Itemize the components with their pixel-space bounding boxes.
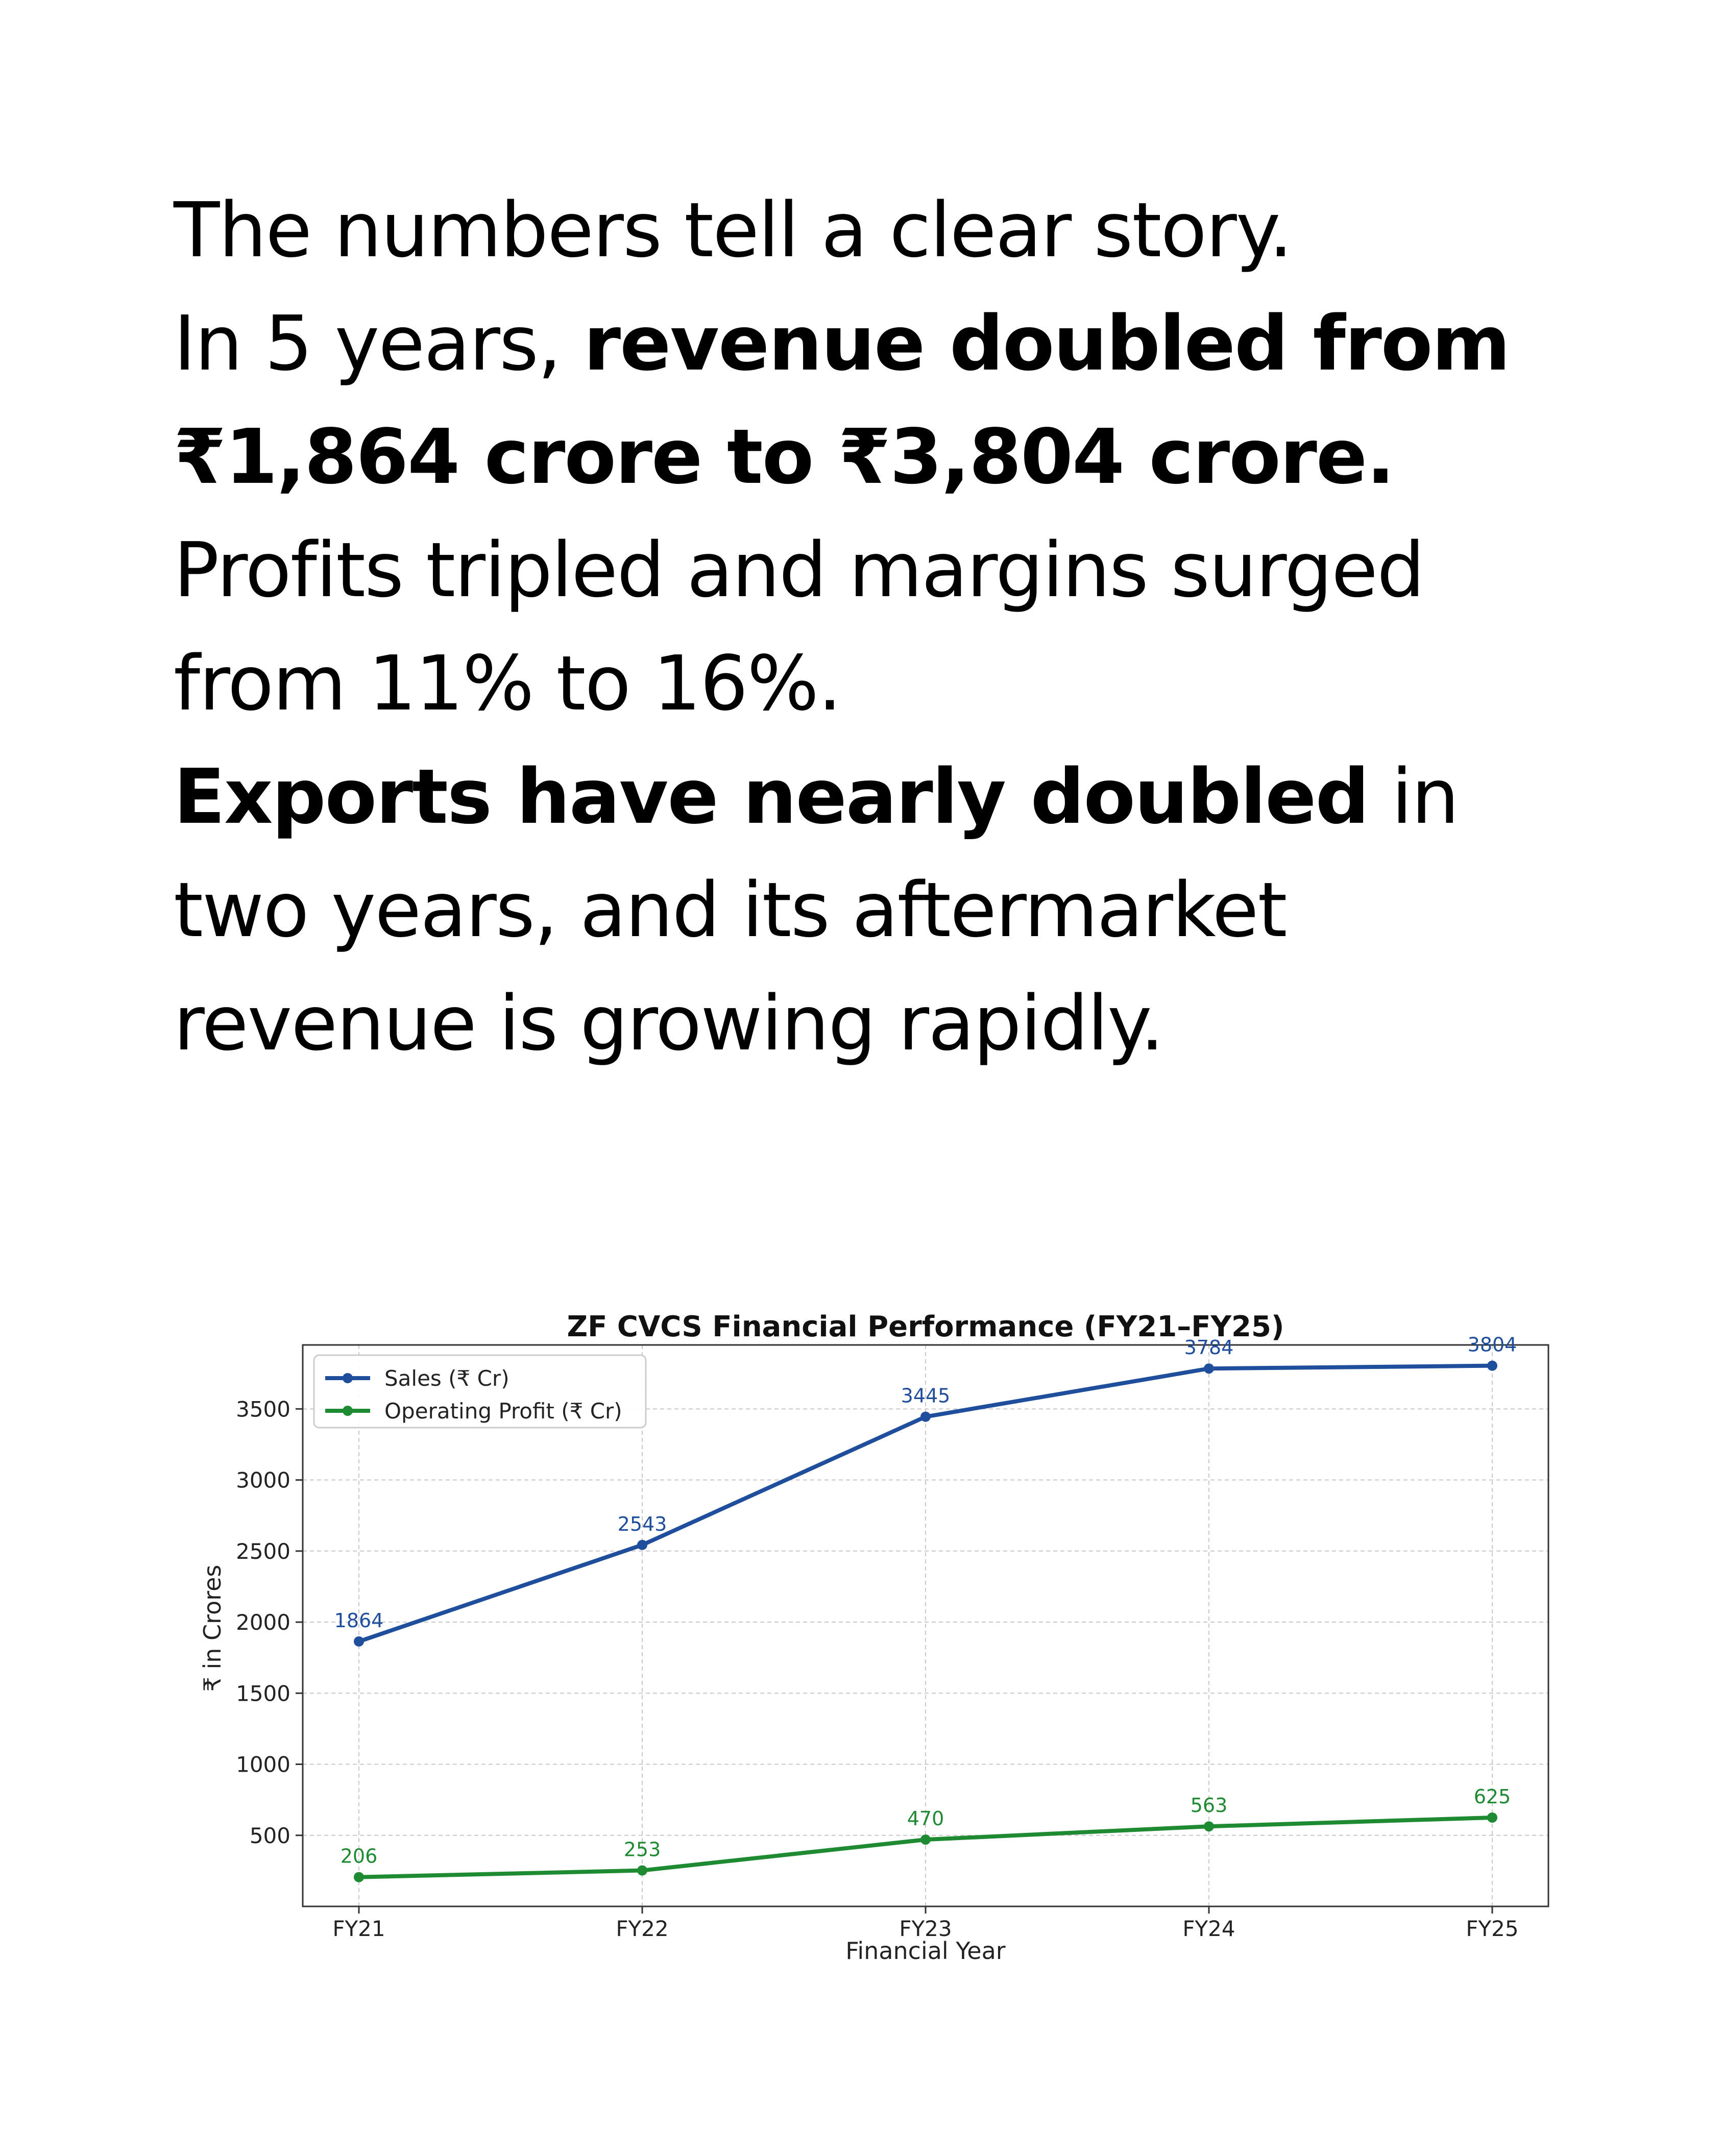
x-axis-label: Financial Year — [845, 1937, 1006, 1965]
narrative-text: The numbers tell a clear story. In 5 yea… — [174, 174, 1552, 1080]
legend-swatch-marker — [343, 1373, 353, 1383]
narrative-line-6-text: in — [1368, 753, 1459, 841]
narrative-line-2-text: In 5 years, — [174, 300, 584, 387]
legend-swatch-marker — [343, 1406, 353, 1416]
legend-entry: Sales (₹ Cr) — [384, 1366, 509, 1391]
data-label: 3784 — [1184, 1336, 1234, 1359]
legend-entry: Operating Profit (₹ Cr) — [384, 1399, 622, 1424]
y-tick-label: 2500 — [236, 1539, 290, 1564]
data-label: 253 — [624, 1839, 661, 1861]
narrative-line-1: The numbers tell a clear story. — [174, 174, 1552, 287]
data-label: 3445 — [901, 1385, 951, 1407]
data-point — [1204, 1821, 1214, 1832]
narrative-line-4: Profits tripled and margins surged — [174, 513, 1552, 627]
y-tick-label: 500 — [250, 1823, 290, 1848]
y-axis-label: ₹ in Crores — [199, 1565, 226, 1692]
narrative-line-5: from 11% to 16%. — [174, 627, 1552, 740]
data-label: 470 — [907, 1807, 944, 1830]
data-label: 2543 — [618, 1513, 667, 1535]
y-tick-label: 1500 — [236, 1681, 290, 1706]
data-label: 1864 — [334, 1609, 384, 1632]
y-tick-label: 3000 — [236, 1468, 290, 1493]
data-point — [637, 1865, 647, 1876]
x-tick-label: FY23 — [899, 1916, 952, 1941]
series-line — [358, 1815, 1493, 1879]
data-point — [354, 1636, 364, 1647]
data-label: 206 — [341, 1845, 378, 1868]
x-tick-label: FY24 — [1182, 1916, 1235, 1941]
narrative-line-6: Exports have nearly doubled in — [174, 740, 1552, 853]
data-label: 625 — [1474, 1785, 1511, 1808]
narrative-line-1-text: The numbers tell a clear story. — [174, 186, 1293, 274]
legend-box — [313, 1354, 647, 1429]
data-point — [354, 1872, 364, 1882]
narrative-line-6-bold: Exports have nearly doubled — [174, 753, 1369, 841]
data-point — [637, 1539, 647, 1550]
data-point — [920, 1834, 931, 1845]
narrative-line-3: ₹1,864 crore to ₹3,804 crore. — [174, 400, 1552, 513]
axes: 500 1000 1500 2000 2500 3000 3500 FY21 FY22 FY23 F… — [236, 1396, 1519, 1941]
narrative-line-3-bold: ₹1,864 crore to ₹3,804 crore. — [174, 413, 1395, 501]
y-tick-label: 3500 — [236, 1396, 290, 1422]
x-tick-label: FY22 — [616, 1916, 668, 1941]
grid — [303, 1345, 1548, 1906]
y-tick-label: 1000 — [236, 1752, 290, 1777]
data-label: 563 — [1191, 1794, 1228, 1817]
narrative-line-4-text: Profits tripled and margins surged — [174, 526, 1425, 614]
data-point — [1487, 1812, 1497, 1823]
x-tick-label: FY25 — [1466, 1916, 1518, 1941]
chart-title: ZF CVCS Financial Performance (FY21–FY25… — [567, 1310, 1284, 1343]
data-point — [1487, 1360, 1497, 1371]
data-labels: 1864 2543 3445 3784 3804 206 253 470 563 625 — [334, 1334, 1517, 1868]
y-tick-label: 2000 — [236, 1610, 290, 1635]
data-label: 3804 — [1468, 1334, 1517, 1356]
legend: Sales (₹ Cr) Operating Profit (₹ Cr) — [313, 1354, 647, 1429]
data-point — [1204, 1363, 1214, 1374]
data-point — [920, 1411, 931, 1422]
narrative-line-7: two years, and its aftermarket — [174, 853, 1552, 967]
series-line — [358, 1363, 1493, 1644]
x-tick-label: FY21 — [332, 1916, 385, 1941]
narrative-line-2-bold: revenue doubled from — [584, 300, 1511, 387]
narrative-line-2: In 5 years, revenue doubled from — [174, 287, 1552, 400]
plot-area — [302, 1344, 1549, 1907]
narrative-line-8: revenue is growing rapidly. — [174, 967, 1552, 1080]
narrative-line-7-text: two years, and its aftermarket — [174, 866, 1288, 954]
narrative-line-5-text: from 11% to 16%. — [174, 640, 842, 727]
narrative-line-8-text: revenue is growing rapidly. — [174, 979, 1164, 1067]
series — [354, 1360, 1497, 1882]
